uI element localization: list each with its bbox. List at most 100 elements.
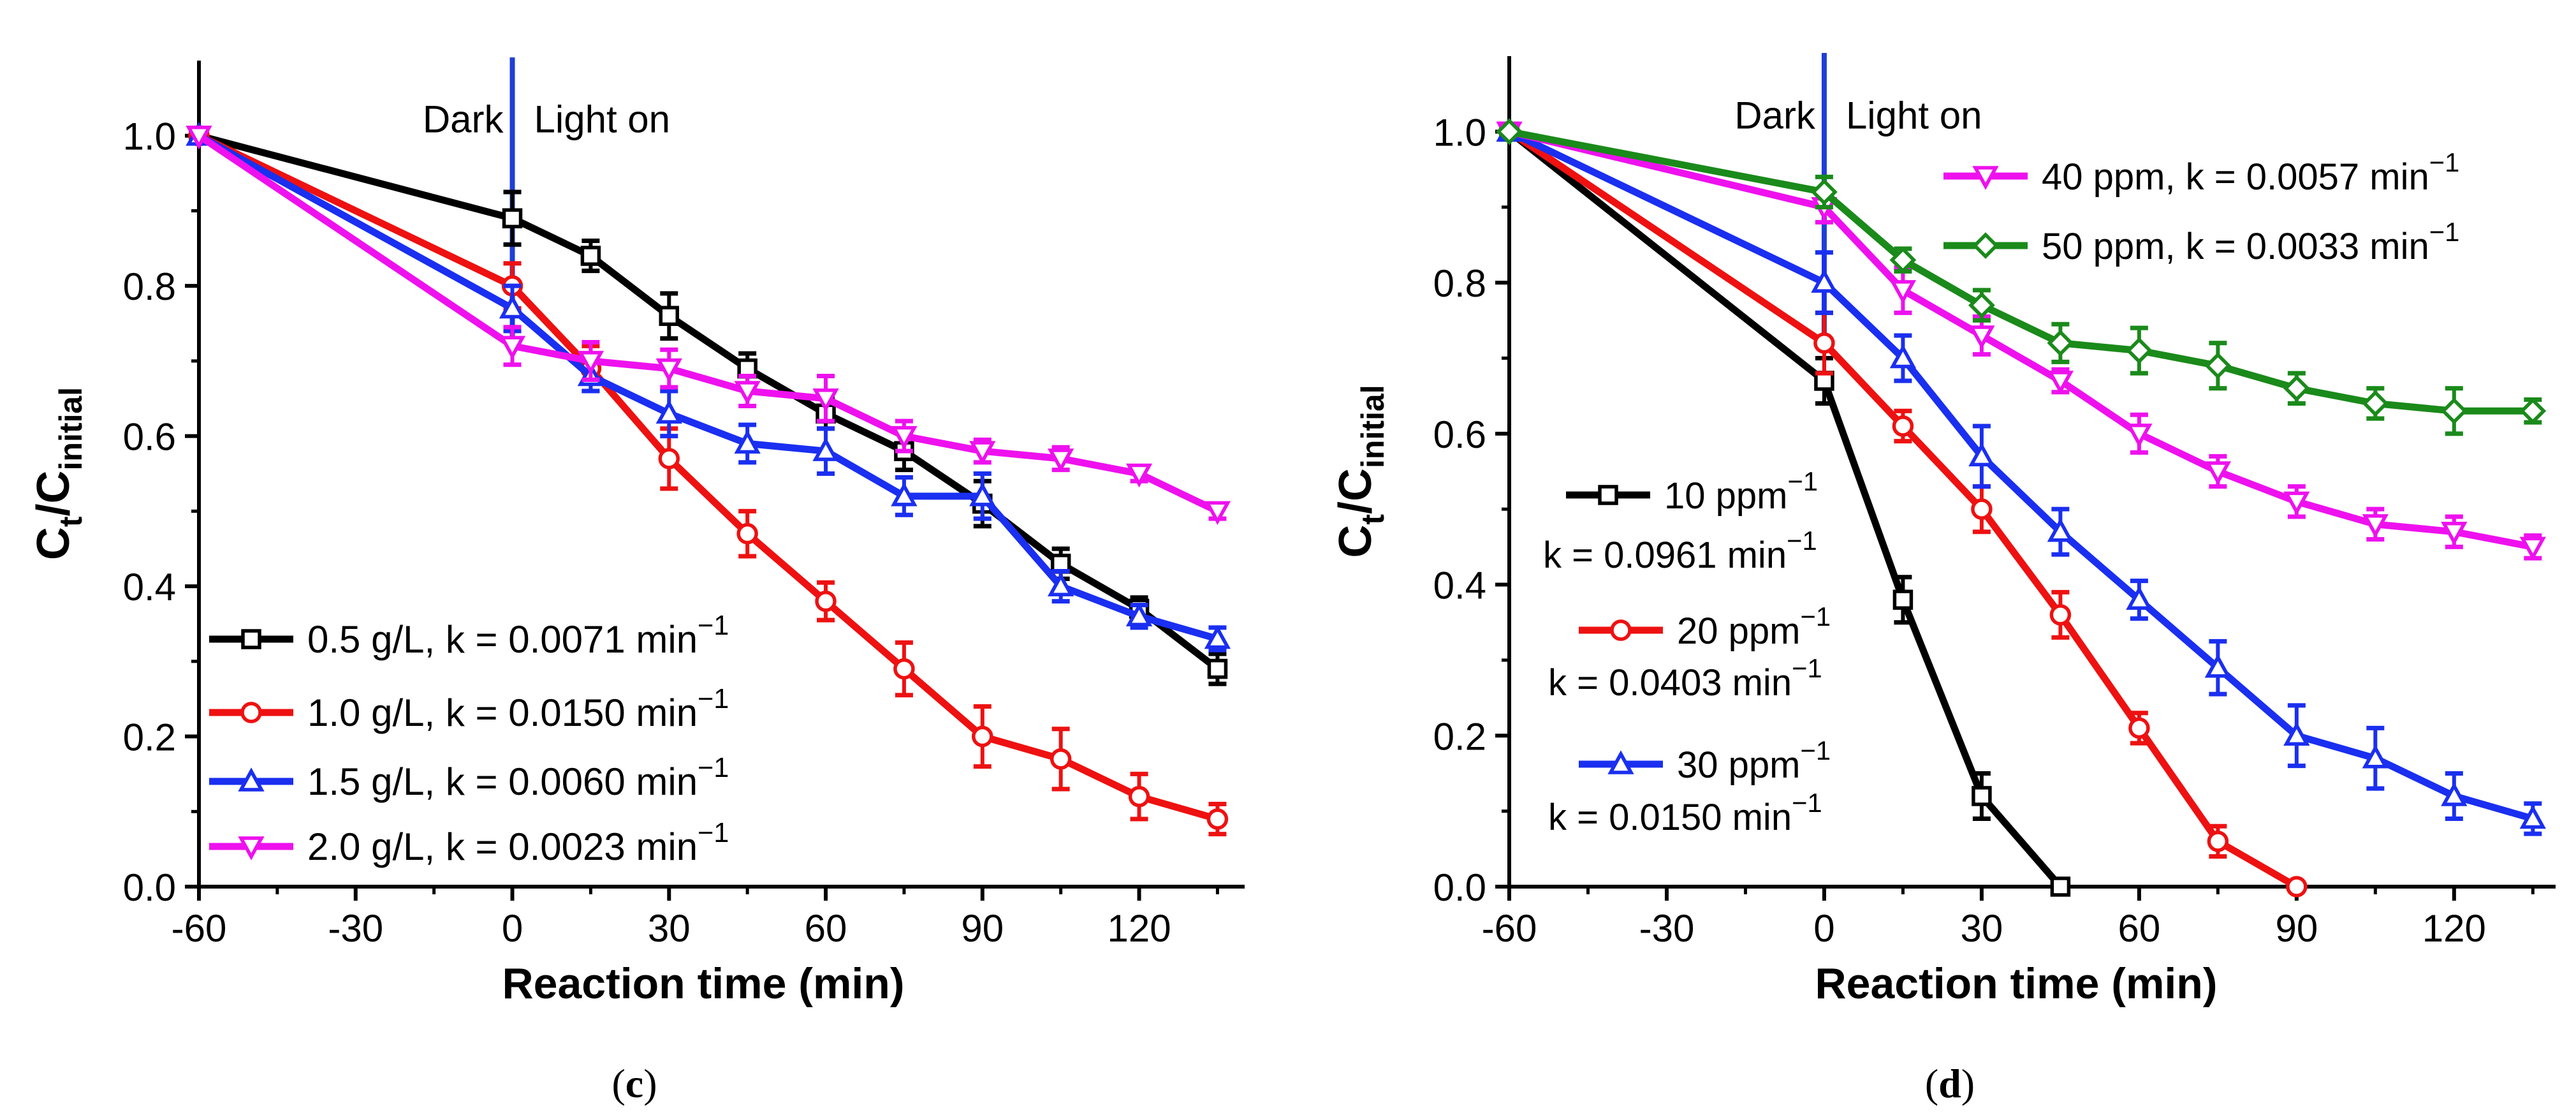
data-point: [2362, 390, 2389, 417]
legend-label-superscript: −1: [2429, 217, 2460, 247]
legend-rate-text: k = 0.0150 min: [1548, 797, 1792, 838]
legend-label: 20 ppm−1: [1677, 602, 1831, 652]
data-point: [969, 441, 996, 465]
data-point: [2286, 876, 2308, 897]
data-point: [655, 358, 682, 383]
legend-marker: [241, 629, 261, 649]
data-point: [2283, 491, 2310, 516]
legend-c: 0.5 g/L, k = 0.0071 min−11.0 g/L, k = 0.…: [209, 610, 729, 868]
data-point: [658, 448, 680, 469]
legend-rate-constant: k = 0.0961 min−1: [1543, 526, 1817, 576]
data-point: [1204, 624, 1231, 649]
data-point: [1048, 448, 1074, 473]
series-4: [1496, 118, 2547, 436]
legend-label-superscript: −1: [698, 610, 729, 641]
data-point: [2519, 804, 2546, 829]
x-tick-label: 60: [2118, 907, 2161, 950]
legend-label-text: 1.5 g/L, k = 0.0060 min: [307, 760, 698, 803]
legend-label-text: 2.0 g/L, k = 0.0023 min: [307, 825, 698, 868]
x-tick-label: 30: [648, 907, 691, 950]
legend-label-text: 40 ppm, k = 0.0057 min: [2042, 156, 2429, 198]
data-point: [2283, 721, 2310, 746]
legend-label-text: 20 ppm: [1677, 610, 1800, 652]
legend-label-text: 30 ppm: [1677, 744, 1800, 786]
x-tick-label: -30: [328, 907, 383, 950]
data-point: [893, 658, 915, 680]
y-tick-label: 0.6: [1433, 413, 1486, 456]
data-point: [815, 590, 837, 612]
x-tick-label: -60: [1482, 907, 1537, 950]
legend-label-superscript: −1: [698, 818, 729, 848]
data-point: [2204, 461, 2232, 485]
panel-label-close: ): [1961, 1061, 1975, 1106]
light-on-annotation: Light on: [534, 98, 671, 141]
series-0: [189, 125, 1228, 686]
legend-label-superscript: −1: [2429, 147, 2460, 177]
x-tick-label: 0: [502, 907, 523, 950]
y-axis-title-main: C: [1330, 525, 1381, 558]
panel-label-close: ): [643, 1061, 657, 1106]
legend-marker: [238, 767, 265, 792]
y-axis-title-sub-initial: initial: [53, 387, 89, 471]
data-point: [1811, 179, 1838, 205]
data-point: [1048, 572, 1074, 596]
data-point: [1811, 269, 1838, 293]
data-point: [2126, 586, 2153, 610]
data-point: [2047, 329, 2074, 357]
legend-label: 30 ppm−1: [1677, 735, 1831, 786]
data-point: [734, 381, 761, 405]
y-axis-title-slash: /C: [1330, 468, 1381, 514]
y-axis-title-sub-t: t: [53, 516, 89, 527]
y-tick-label: 0.8: [1433, 262, 1486, 305]
y-axis-title-sub-t: t: [1355, 514, 1391, 525]
data-point: [2362, 744, 2389, 769]
data-point: [1892, 415, 1914, 437]
legend-label-superscript: −1: [698, 684, 729, 714]
panel-label-letter: d: [1938, 1061, 1961, 1106]
series-line: [1507, 128, 2299, 890]
legend-marker: [240, 702, 262, 723]
data-point: [1972, 786, 1992, 806]
data-point: [2126, 424, 2153, 448]
data-point: [736, 522, 758, 545]
y-tick-label: 0.2: [1433, 715, 1486, 758]
legend-rate-constant: k = 0.0403 min−1: [1548, 653, 1822, 704]
data-point: [659, 306, 680, 327]
legend-rate-superscript: −1: [1792, 788, 1822, 818]
data-point: [812, 388, 839, 413]
data-point: [2207, 831, 2229, 852]
data-point: [1892, 589, 1914, 610]
data-point: [1889, 280, 1917, 304]
data-point: [1971, 498, 1993, 520]
series-2: [1496, 117, 2546, 836]
y-tick-label: 0.4: [123, 566, 176, 609]
chart-panel-c: 0.0 0.2 0.4 0.6 0.8 1.0 -60 -30 0 30 60 90 120 Reacti…: [28, 57, 1245, 1008]
data-point: [1125, 463, 1153, 488]
x-tick-label: 60: [805, 907, 847, 950]
y-tick-label: 0.8: [123, 265, 176, 308]
y-tick-label: 1.0: [1433, 111, 1486, 154]
legend-label: 40 ppm, k = 0.0057 min−1: [2042, 147, 2459, 198]
legend-rate-text: k = 0.0403 min: [1548, 662, 1792, 704]
data-point: [655, 399, 682, 424]
data-point: [2440, 397, 2468, 425]
data-point: [1889, 246, 1917, 274]
x-tick-label: -60: [172, 907, 227, 950]
legend-label-superscript: −1: [1800, 602, 1831, 631]
legend-marker: [1598, 485, 1618, 505]
data-point: [2441, 782, 2468, 806]
data-point: [1968, 325, 1995, 350]
data-point: [812, 437, 839, 461]
data-point: [2362, 514, 2389, 538]
data-point: [972, 725, 993, 748]
data-point: [1813, 332, 1835, 354]
legend-label-superscript: −1: [1787, 466, 1818, 496]
legend-marker: [1972, 232, 1999, 259]
x-tick-label: 120: [1107, 907, 1171, 950]
y-axis-title: Ct/Cinitial: [28, 387, 89, 560]
data-point: [1050, 748, 1072, 770]
legend-label: 50 ppm, k = 0.0033 min−1: [2042, 217, 2459, 267]
legend-rate-constant: k = 0.0150 min−1: [1548, 788, 1822, 838]
y-axis-title-sub-initial: initial: [1355, 385, 1391, 468]
data-point: [2519, 397, 2547, 425]
